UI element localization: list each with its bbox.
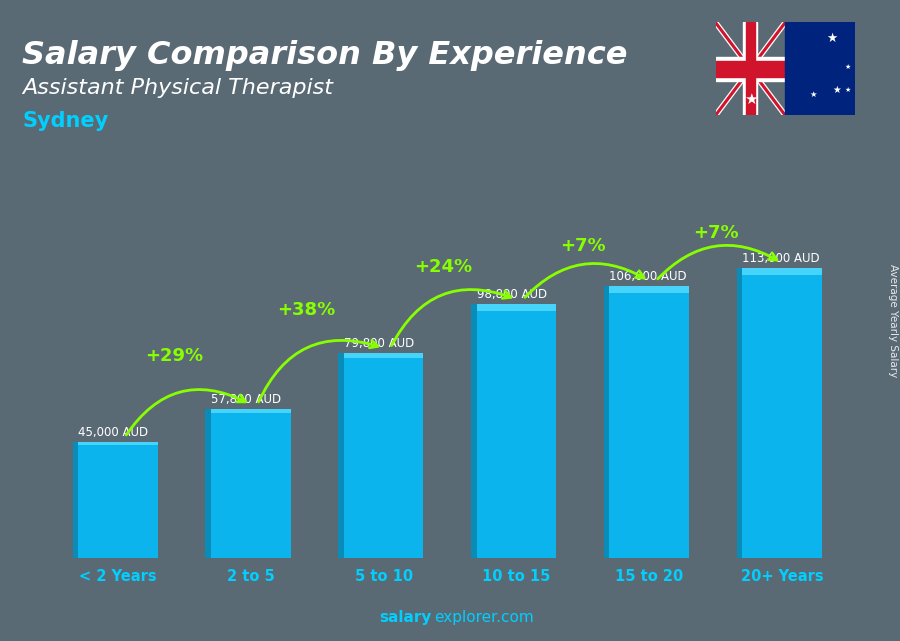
Bar: [609, 286, 689, 293]
FancyBboxPatch shape: [78, 442, 158, 558]
Bar: [471, 304, 477, 558]
Text: Salary Comparison By Experience: Salary Comparison By Experience: [22, 40, 627, 71]
Bar: [78, 442, 158, 445]
Bar: [73, 442, 78, 558]
Text: +38%: +38%: [277, 301, 336, 319]
Text: 113,000 AUD: 113,000 AUD: [742, 252, 820, 265]
Bar: [736, 268, 742, 558]
Bar: [338, 353, 344, 558]
Bar: [716, 61, 785, 77]
Bar: [746, 22, 755, 115]
Text: ★: ★: [832, 85, 841, 95]
Bar: [205, 410, 211, 558]
FancyBboxPatch shape: [211, 410, 291, 558]
Bar: [211, 410, 291, 413]
FancyBboxPatch shape: [477, 304, 556, 558]
Text: ★: ★: [809, 90, 817, 99]
FancyBboxPatch shape: [609, 286, 689, 558]
Text: 57,800 AUD: 57,800 AUD: [211, 393, 281, 406]
Text: Sydney: Sydney: [22, 111, 108, 131]
Text: Assistant Physical Therapist: Assistant Physical Therapist: [22, 78, 333, 98]
Text: ★: ★: [743, 92, 757, 106]
Text: 79,800 AUD: 79,800 AUD: [344, 337, 414, 350]
Text: 106,000 AUD: 106,000 AUD: [609, 270, 687, 283]
Text: +7%: +7%: [693, 224, 738, 242]
Bar: [743, 22, 758, 115]
Text: +7%: +7%: [560, 237, 606, 255]
Text: 98,800 AUD: 98,800 AUD: [477, 288, 546, 301]
Bar: [344, 353, 423, 358]
Text: ★: ★: [845, 63, 851, 70]
Bar: [716, 57, 785, 81]
FancyBboxPatch shape: [742, 268, 822, 558]
Bar: [604, 286, 609, 558]
Text: +24%: +24%: [414, 258, 472, 276]
Text: +29%: +29%: [145, 347, 202, 365]
Bar: [477, 304, 556, 311]
Text: 45,000 AUD: 45,000 AUD: [78, 426, 148, 439]
Text: Average Yearly Salary: Average Yearly Salary: [888, 264, 898, 378]
Text: salary: salary: [380, 610, 432, 625]
Bar: [785, 22, 855, 115]
Text: ★: ★: [826, 32, 837, 46]
Text: ★: ★: [845, 87, 851, 93]
Text: explorer.com: explorer.com: [434, 610, 534, 625]
Bar: [742, 268, 822, 275]
FancyBboxPatch shape: [344, 353, 423, 558]
